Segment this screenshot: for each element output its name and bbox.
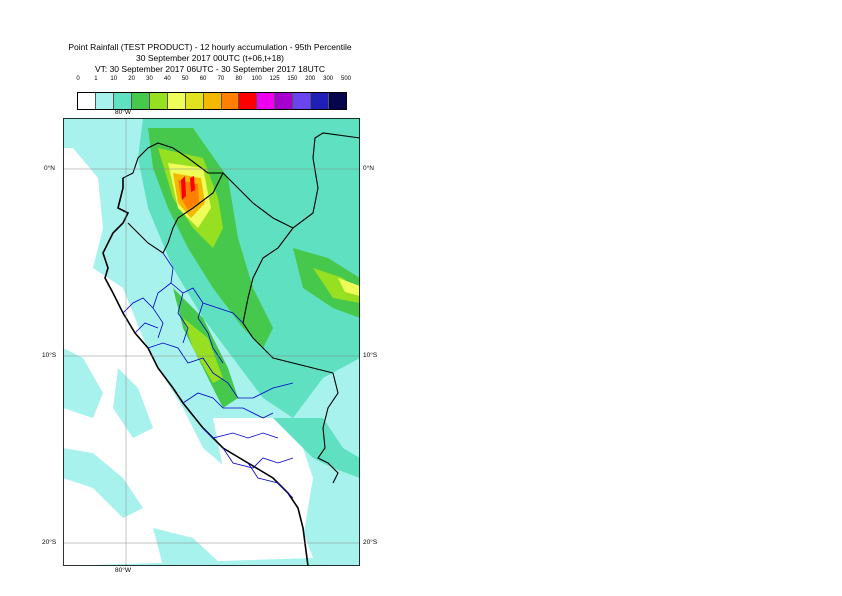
- legend-swatch: [311, 93, 330, 109]
- legend-swatch: [113, 93, 132, 109]
- lat-label-0-right: 0°N: [363, 165, 374, 172]
- lon-label-top: 80°W: [115, 109, 131, 116]
- rainfall-map: [63, 118, 360, 566]
- ocean-light-rain-2: [113, 368, 153, 438]
- border-colombia: [222, 132, 360, 229]
- color-legend: 0 1 10 20 30 40 50 60 70 80 100 125 150 200 300 500: [76, 76, 351, 110]
- legend-labels: 0 1 10 20 30 40 50 60 70 80 100 125 150 200 300 500: [76, 76, 351, 92]
- legend-threshold-label: 150: [287, 76, 298, 82]
- legend-swatch: [329, 93, 347, 109]
- legend-threshold-label: 500: [340, 76, 352, 82]
- legend-swatch: [239, 93, 258, 109]
- lat-label-20-left: 20°S: [42, 539, 57, 546]
- legend-swatch: [95, 93, 114, 109]
- border-brazil: [242, 227, 334, 374]
- map-frame: [63, 118, 360, 566]
- ocean-clear-area: [63, 148, 313, 566]
- legend-threshold-label: 300: [323, 76, 334, 82]
- rain-30-40-east: [313, 268, 360, 303]
- ocean-light-rain-4: [153, 528, 223, 566]
- legend-threshold-label: 20: [128, 76, 135, 82]
- legend-threshold-label: 0: [76, 76, 80, 82]
- legend-swatch: [131, 93, 150, 109]
- lon-label-bottom: 80°W: [115, 567, 131, 574]
- legend-swatch: [167, 93, 186, 109]
- border-bolivia: [317, 372, 339, 484]
- legend-swatch: [185, 93, 204, 109]
- rain-30-40-south: [183, 318, 223, 383]
- ocean-light-rain-3: [63, 448, 143, 518]
- legend-threshold-label: 125: [269, 76, 280, 82]
- lat-label-10-right: 10°S: [363, 352, 378, 359]
- legend-swatch: [78, 93, 96, 109]
- legend-swatch: [275, 93, 294, 109]
- border-ecuador: [122, 142, 224, 254]
- rain-10-20-south: [273, 418, 360, 478]
- rain-40-50-east: [338, 278, 360, 296]
- legend-swatch: [203, 93, 222, 109]
- lat-label-0-left: 0°N: [44, 165, 55, 172]
- lat-label-20-right: 20°S: [363, 539, 378, 546]
- title-line-3: VT: 30 September 2017 06UTC - 30 Septemb…: [94, 64, 326, 74]
- land-clear-area: [213, 418, 313, 538]
- legend-threshold-label: 100: [251, 76, 262, 82]
- title-line-2: 30 September 2017 00UTC (t+06,t+18): [136, 53, 284, 63]
- rain-80-100-core-1: [181, 176, 186, 200]
- lat-label-10-left: 10°S: [42, 352, 57, 359]
- legend-threshold-label: 40: [163, 76, 171, 82]
- region-boundaries: [122, 252, 294, 499]
- ocean-light-rain-1: [63, 348, 103, 418]
- legend-threshold-label: 80: [235, 76, 243, 82]
- legend-swatch: [149, 93, 168, 109]
- legend-swatches: [77, 92, 347, 110]
- legend-swatch: [293, 93, 312, 109]
- legend-threshold-label: 30: [146, 76, 153, 82]
- title-line-1: Point Rainfall (TEST PRODUCT) - 12 hourl…: [68, 42, 352, 52]
- legend-swatch: [257, 93, 276, 109]
- legend-threshold-label: 60: [199, 76, 207, 82]
- rain-80-100-core-2: [190, 176, 195, 192]
- legend-threshold-label: 200: [305, 76, 316, 82]
- graticule: [63, 118, 360, 566]
- legend-threshold-label: 10: [110, 76, 118, 82]
- legend-swatch: [221, 93, 240, 109]
- legend-threshold-label: 1: [94, 76, 98, 82]
- legend-threshold-label: 70: [217, 76, 225, 82]
- legend-threshold-label: 50: [181, 76, 189, 82]
